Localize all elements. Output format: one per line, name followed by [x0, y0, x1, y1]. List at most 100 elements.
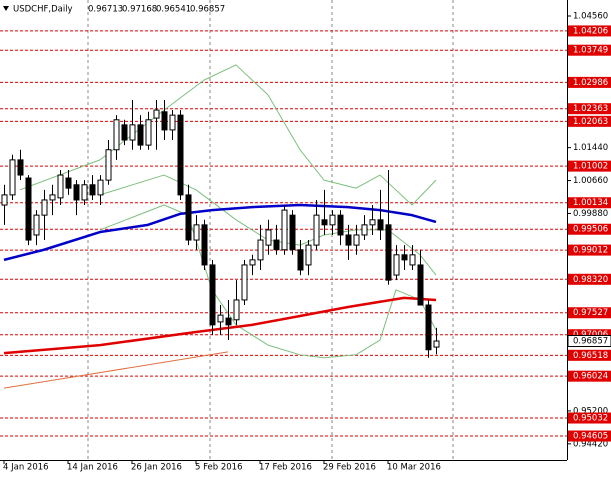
- y-tick-label: 1.00660: [573, 176, 608, 186]
- candle-body: [281, 209, 288, 251]
- candle-body: [1, 194, 8, 206]
- indicator-line: [3, 351, 229, 389]
- candle-body: [433, 340, 440, 348]
- candle-body: [177, 114, 184, 196]
- candle-body: [233, 299, 240, 321]
- candle-body: [193, 224, 200, 241]
- chart-title: USDCHF,Daily: [13, 5, 73, 15]
- indicator-line: [3, 296, 437, 355]
- level-tag: [568, 223, 611, 235]
- x-tick-label: 14 Jan 2016: [67, 463, 118, 473]
- candle-body: [97, 179, 104, 196]
- level-tag: [568, 160, 611, 172]
- close-label: 0.96857: [190, 5, 225, 15]
- candle-body: [33, 214, 40, 236]
- candle-body: [393, 254, 400, 276]
- x-tick-label: 26 Jan 2016: [131, 463, 182, 473]
- candle-body: [57, 174, 64, 199]
- candle-body: [129, 124, 136, 141]
- candle-body: [305, 244, 312, 266]
- level-label: 0.99506: [573, 225, 608, 235]
- price-label: 0.96857: [573, 337, 608, 347]
- candle-body: [249, 259, 256, 266]
- candle-body: [377, 219, 384, 231]
- y-tick-label: 1.01440: [573, 143, 608, 153]
- candle-body: [169, 114, 176, 131]
- candle-body: [329, 214, 336, 226]
- level-tag: [568, 115, 611, 127]
- y-tick-label: 0.94420: [573, 439, 608, 449]
- level-label: 1.04206: [573, 26, 608, 36]
- candle-body: [41, 199, 48, 216]
- candle-body: [385, 224, 392, 281]
- level-tag: [568, 370, 611, 382]
- candle-body: [105, 149, 112, 181]
- candle-body: [225, 317, 232, 326]
- candle-body: [201, 224, 208, 266]
- open-label: 0.96713: [88, 5, 123, 15]
- candle-body: [153, 109, 160, 119]
- level-label: 1.01002: [573, 162, 608, 172]
- candle-body: [313, 214, 320, 246]
- level-label: 0.96518: [573, 351, 608, 361]
- candle-body: [361, 224, 368, 236]
- level-label: 0.95032: [573, 414, 608, 424]
- candle-body: [369, 219, 376, 226]
- candle-body: [401, 254, 408, 261]
- level-tag: [568, 103, 611, 115]
- candle-body: [17, 159, 24, 176]
- level-tag: [568, 25, 611, 37]
- candle-body: [265, 229, 272, 246]
- candle-body: [185, 194, 192, 241]
- level-tag: [568, 197, 611, 209]
- candle-body: [297, 249, 304, 271]
- level-label: 0.96024: [573, 372, 608, 382]
- candle-body: [241, 264, 248, 301]
- candle-body: [353, 234, 360, 246]
- candle-body: [9, 159, 16, 196]
- x-tick-label: 29 Feb 2016: [323, 463, 376, 473]
- level-tag: [568, 44, 611, 56]
- candle-body: [337, 214, 344, 236]
- level-tag: [568, 307, 611, 319]
- candle-body: [257, 239, 264, 261]
- level-tag: [568, 273, 611, 285]
- level-label: 0.94605: [573, 432, 608, 442]
- candle-body: [161, 111, 168, 131]
- candle-body: [273, 239, 280, 251]
- candle-body: [25, 177, 32, 241]
- candle-body: [65, 177, 72, 189]
- x-tick-label: 5 Feb 2016: [195, 463, 243, 473]
- y-tick-label: 0.95200: [573, 406, 608, 416]
- candle-body: [321, 219, 328, 226]
- level-label: 1.02363: [573, 104, 608, 114]
- level-label: 1.03749: [573, 46, 608, 56]
- candle-body: [113, 119, 120, 151]
- menu-icon: [3, 6, 9, 11]
- y-tick-label: 1.04560: [573, 11, 608, 21]
- candles: [1, 99, 440, 358]
- level-label: 0.97527: [573, 308, 608, 318]
- indicator-line: [19, 64, 437, 206]
- level-tag: [568, 412, 611, 424]
- y-tick-label: 0.99880: [573, 209, 608, 219]
- price-tag: [567, 335, 611, 348]
- low-label: 0.96541: [156, 5, 191, 15]
- indicator-line: [3, 203, 437, 262]
- level-tag: [568, 430, 611, 442]
- candle-body: [425, 304, 432, 351]
- candle-body: [49, 194, 56, 201]
- candle-body: [217, 314, 224, 323]
- candle-body: [345, 234, 352, 246]
- level-tag: [568, 244, 611, 256]
- level-tag: [568, 329, 611, 341]
- axes: 1.04560 1.01440 1.00660 0.99880 0.95200 0.944…: [3, 11, 611, 473]
- level-label: 0.99012: [573, 246, 608, 256]
- levels: [0, 30, 567, 437]
- level-label: 0.98320: [573, 275, 608, 285]
- candle-body: [145, 119, 152, 146]
- level-label: 1.00134: [573, 198, 608, 208]
- candle-body: [289, 214, 296, 251]
